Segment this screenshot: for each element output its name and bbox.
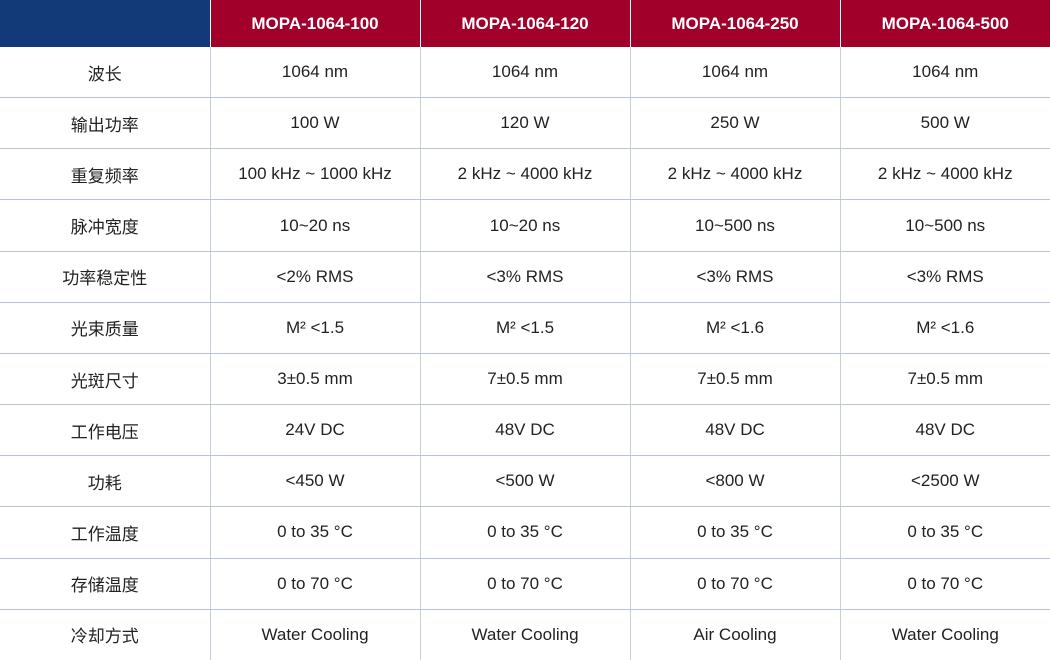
column-header-model: MOPA-1064-120 [420, 0, 631, 47]
table-cell: 10~20 ns [210, 199, 421, 252]
row-label: 功耗 [0, 455, 211, 508]
table-cell: 120 W [420, 97, 631, 150]
row-label: 工作温度 [0, 506, 211, 559]
table-row: 重复频率 100 kHz ~ 1000 kHz 2 kHz ~ 4000 kHz… [0, 148, 1050, 201]
table-cell: M² <1.6 [630, 302, 841, 354]
table-cell: <3% RMS [840, 251, 1050, 303]
table-cell: 100 W [210, 97, 421, 150]
table-cell: <500 W [420, 455, 631, 508]
table-cell: Water Cooling [891, 624, 999, 644]
table-cell: M² <1.6 [840, 302, 1050, 354]
table-cell: 7±0.5 mm [630, 353, 841, 406]
table-cell: 10~500 ns [630, 199, 841, 252]
table-row: 功耗 <450 W <500 W <800 W <2500 W [0, 455, 1050, 508]
table-cell: <800 W [630, 455, 841, 508]
table-cell: 48V DC [840, 404, 1050, 457]
table-cell: 2 kHz ~ 4000 kHz [630, 148, 841, 201]
row-label: 光束质量 [0, 302, 211, 354]
table-cell: <2% RMS [210, 251, 421, 303]
table-cell: 10~20 ns [420, 199, 631, 252]
table-row: 功率稳定性 <2% RMS <3% RMS <3% RMS <3% RMS [0, 251, 1050, 303]
row-label: 存储温度 [0, 558, 211, 610]
table-cell: 1064 nm [630, 47, 841, 99]
table-cell: 0 to 35 °C [840, 506, 1050, 559]
table-cell: <2500 W [840, 455, 1050, 508]
table-header: MOPA-1064-100 MOPA-1064-120 MOPA-1064-25… [0, 0, 1050, 47]
table-cell: <3% RMS [630, 251, 841, 303]
table-cell: 0 to 70 °C [420, 558, 631, 610]
table-cell: <3% RMS [420, 251, 631, 303]
table-cell: 48V DC [420, 404, 631, 457]
table-row: 存储温度 0 to 70 °C 0 to 70 °C 0 to 70 °C 0 … [0, 558, 1050, 610]
row-label: 工作电压 [0, 404, 211, 457]
table-cell: 1064 nm [420, 47, 631, 99]
table-cell: 0 to 35 °C [210, 506, 421, 559]
table-row: 输出功率 100 W 120 W 250 W 500 W [0, 97, 1050, 150]
table-cell: 100 kHz ~ 1000 kHz [210, 148, 421, 201]
table-cell: <450 W [210, 455, 421, 508]
column-header-model: MOPA-1064-100 [210, 0, 421, 47]
table-cell: 0 to 70 °C [840, 558, 1050, 610]
table-row: 工作温度 0 to 35 °C 0 to 35 °C 0 to 35 °C 0 … [0, 506, 1050, 559]
table-cell: Water Cooling [210, 609, 421, 660]
table-cell: 250 W [630, 97, 841, 150]
table-cell: 500 W [840, 97, 1050, 150]
column-header-model: MOPA-1064-250 [630, 0, 841, 47]
table-cell: Air Cooling [630, 609, 841, 660]
table-cell: 0 to 70 °C [210, 558, 421, 610]
header-corner-cell [0, 0, 211, 47]
table-cell: 2 kHz ~ 4000 kHz [420, 148, 631, 201]
row-label: 重复频率 [0, 148, 211, 201]
table-cell: 7±0.5 mm [840, 353, 1050, 406]
table-cell: M² <1.5 [210, 302, 421, 354]
table-row: 工作电压 24V DC 48V DC 48V DC 48V DC [0, 404, 1050, 457]
column-header-model: MOPA-1064-500 [840, 0, 1050, 47]
table-cell: 48V DC [630, 404, 841, 457]
row-label: 功率稳定性 [0, 251, 211, 303]
row-label: 脉冲宽度 [0, 199, 211, 252]
row-label: 波长 [0, 47, 211, 99]
row-label: 光斑尺寸 [0, 353, 211, 406]
table-row: 波长 1064 nm 1064 nm 1064 nm 1064 nm [0, 47, 1050, 99]
table-cell: 0 to 35 °C [630, 506, 841, 559]
table-cell: 0 to 35 °C [420, 506, 631, 559]
table-row: 脉冲宽度 10~20 ns 10~20 ns 10~500 ns 10~500 … [0, 199, 1050, 252]
table-cell: Water Cooling [420, 609, 631, 660]
table-cell: 1064 nm [840, 47, 1050, 99]
header-row: MOPA-1064-100 MOPA-1064-120 MOPA-1064-25… [0, 0, 1050, 47]
table-cell: 10~500 ns [840, 199, 1050, 252]
table-row: 光斑尺寸 3±0.5 mm 7±0.5 mm 7±0.5 mm 7±0.5 mm [0, 353, 1050, 406]
table-cell: 3±0.5 mm [210, 353, 421, 406]
table-cell: 1064 nm [210, 47, 421, 99]
row-label: 输出功率 [0, 97, 211, 150]
table-cell: 0 to 70 °C [630, 558, 841, 610]
table-cell: 7±0.5 mm [420, 353, 631, 406]
table-cell: M² <1.5 [420, 302, 631, 354]
table-row: 冷却方式 Water Cooling Water Cooling Air Coo… [0, 609, 1050, 660]
table-cell: 2 kHz ~ 4000 kHz [840, 148, 1050, 201]
row-label: 冷却方式 [0, 609, 211, 660]
table-cell: 24V DC [210, 404, 421, 457]
table-row: 光束质量 M² <1.5 M² <1.5 M² <1.6 M² <1.6 [0, 302, 1050, 354]
table-body: 波长 1064 nm 1064 nm 1064 nm 1064 nm 输出功率 … [0, 47, 1050, 660]
